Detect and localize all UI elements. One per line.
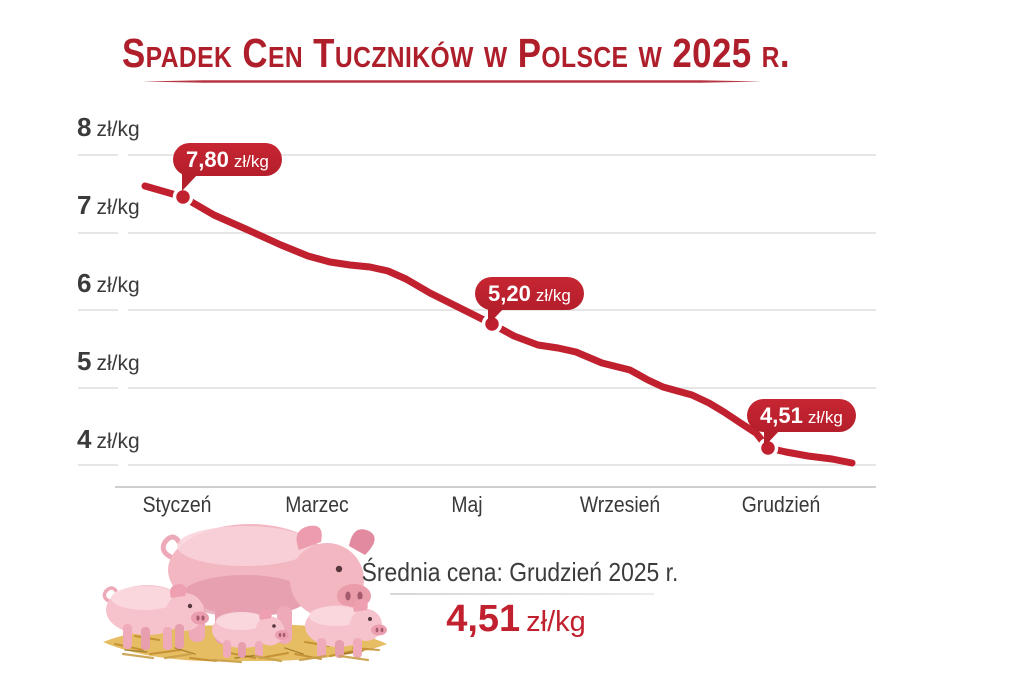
y-tick-value: 5 (77, 346, 92, 376)
chart-title: Spadek Cen Tuczników w Polsce w 2025 r. (121, 30, 791, 76)
y-tick-value: 7 (77, 190, 92, 220)
x-tick-grudzien: Grudzień (741, 492, 821, 517)
price-bubble-january: 7,80 zł/kg (173, 143, 282, 191)
y-tick-value: 8 (77, 112, 92, 142)
y-tick-unit: zł/kg (96, 196, 140, 219)
y-tick-value: 6 (77, 268, 92, 298)
y-tick-unit: zł/kg (96, 430, 140, 453)
average-price: 4,51 zł/kg (446, 598, 586, 641)
x-tick-wrzesien: Wrzesień (579, 492, 661, 517)
footer-divider (390, 593, 654, 595)
price-bubble-may: 5,20 zł/kg (475, 277, 584, 325)
y-tick-8: 8 zł/kg (77, 112, 140, 142)
y-tick-7: 7 zł/kg (77, 190, 140, 220)
bubble-unit: zł/kg (233, 152, 269, 171)
y-tick-5: 5 zł/kg (77, 346, 140, 376)
price-bubble-december: 4,51 zł/kg (747, 399, 856, 447)
bubble-value: 4,51 (760, 403, 803, 428)
y-tick-4: 4 zł/kg (77, 424, 140, 454)
y-tick-unit: zł/kg (96, 352, 140, 375)
bubble-unit: zł/kg (807, 408, 843, 427)
x-tick-styczen: Styczeń (142, 492, 212, 517)
average-price-unit: zł/kg (526, 606, 586, 638)
title-underline (142, 80, 762, 83)
bubble-unit: zł/kg (535, 286, 571, 305)
pig-family-illustration (102, 524, 387, 664)
y-tick-value: 4 (77, 424, 92, 454)
y-tick-unit: zł/kg (96, 118, 140, 141)
data-point (172, 186, 194, 208)
bubble-value: 5,20 (488, 281, 531, 306)
x-tick-maj: Maj (451, 492, 483, 517)
y-tick-unit: zł/kg (96, 274, 140, 297)
bubble-value: 7,80 (186, 147, 229, 172)
average-price-caption: Średnia cena: Grudzień 2025 r. (361, 557, 679, 587)
average-price-value: 4,51 (446, 598, 521, 640)
x-tick-marzec: Marzec (285, 492, 349, 517)
y-tick-6: 6 zł/kg (77, 268, 140, 298)
price-line (141, 182, 856, 467)
